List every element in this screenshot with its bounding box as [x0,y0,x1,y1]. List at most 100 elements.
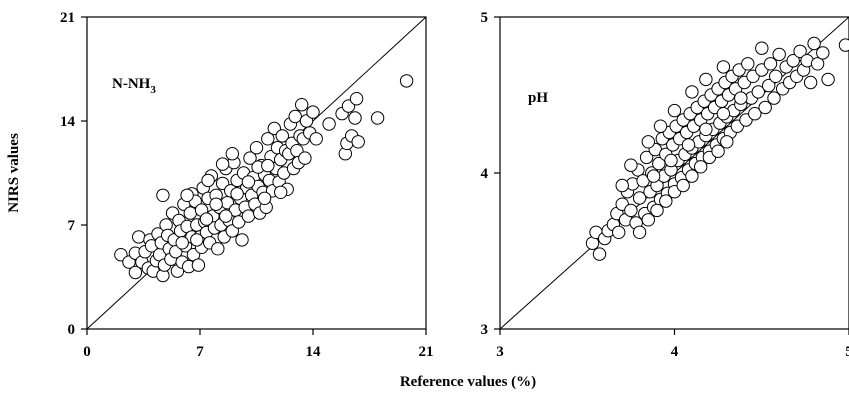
data-point [762,78,776,93]
y-axis-title: NIRS values [6,133,22,213]
data-point [351,135,365,149]
data-point [734,91,748,105]
y-tick-label: 7 [68,218,76,234]
data-point [838,38,849,52]
panel-n-nh3: 0 7 14 21 0 7 14 21 N-NH3 [60,10,434,360]
data-point [275,129,289,143]
data-point [243,151,257,165]
data-point [751,85,765,99]
data-point [755,41,769,55]
data-point [201,173,215,188]
data-points [114,74,414,283]
data-point [624,203,638,218]
data-point [128,265,143,280]
data-point [716,60,731,74]
data-point [209,197,223,211]
data-point [641,213,655,227]
data-point [175,236,189,250]
data-point [748,107,762,121]
data-point [241,209,256,223]
y-tick-label: 14 [60,114,76,130]
data-point [349,92,364,106]
data-point [624,158,638,172]
data-point [615,178,629,193]
data-point [763,57,778,71]
data-point [232,215,246,229]
data-point [257,191,272,206]
data-point [235,233,249,247]
data-point [191,258,206,272]
data-point [699,122,713,137]
data-point [132,230,146,244]
axis-ticks: 0 7 14 21 0 7 14 21 [60,10,434,360]
data-point [816,46,830,60]
data-point [720,135,734,149]
data-point [803,75,818,90]
data-point [793,44,807,58]
data-point [685,169,699,183]
panel-label: pH [528,90,548,106]
data-point [694,160,708,174]
data-point [230,187,244,201]
data-point [646,169,661,183]
y-tick-label: 21 [60,10,75,26]
data-point [211,242,225,256]
data-point [199,212,214,226]
data-point [652,156,666,171]
data-point [592,247,607,261]
data-point [711,144,725,158]
data-point [667,103,682,118]
y-tick-label: 3 [481,322,489,338]
data-point [741,57,755,71]
data-point [685,85,699,99]
data-point [767,91,781,105]
data-point [190,233,204,247]
y-tick-label: 5 [481,10,489,26]
data-point [322,117,336,131]
data-point [664,153,678,168]
data-point [653,119,668,133]
data-point [156,188,170,203]
data-point [632,225,647,240]
y-tick-label: 0 [68,322,76,338]
x-tick-label: 7 [196,344,204,360]
x-tick-label: 0 [83,344,91,360]
panel-label: N-NH3 [112,76,156,96]
data-point [274,185,288,200]
data-point [225,147,240,161]
data-point [772,47,786,62]
data-point [699,72,713,87]
data-point [261,132,275,146]
data-point [681,138,696,152]
y-tick-label: 4 [481,166,489,182]
x-tick-label: 5 [845,344,849,360]
data-point [370,111,385,125]
data-point [215,157,230,171]
x-axis-title: Reference values (%) [400,374,536,390]
data-point [306,105,320,119]
data-point [261,158,275,173]
data-point [639,150,654,165]
data-point [295,98,309,112]
data-point [612,225,626,240]
data-point [348,111,362,125]
x-tick-label: 14 [306,344,322,360]
data-point [650,203,664,218]
axis-ticks: 3 4 5 3 4 5 [481,10,849,360]
data-point [716,107,731,121]
data-point [676,178,690,193]
panel-ph: 3 4 5 3 4 5 pH [481,10,849,360]
data-point [183,206,198,220]
x-tick-label: 4 [671,344,679,360]
data-point [659,194,673,208]
data-point [219,209,233,223]
data-point [807,36,821,51]
x-tick-label: 3 [496,344,504,360]
data-point [769,69,783,84]
data-point [298,151,312,165]
data-point [249,141,264,155]
data-point [786,54,800,68]
data-point [821,72,835,87]
data-point [241,175,256,189]
